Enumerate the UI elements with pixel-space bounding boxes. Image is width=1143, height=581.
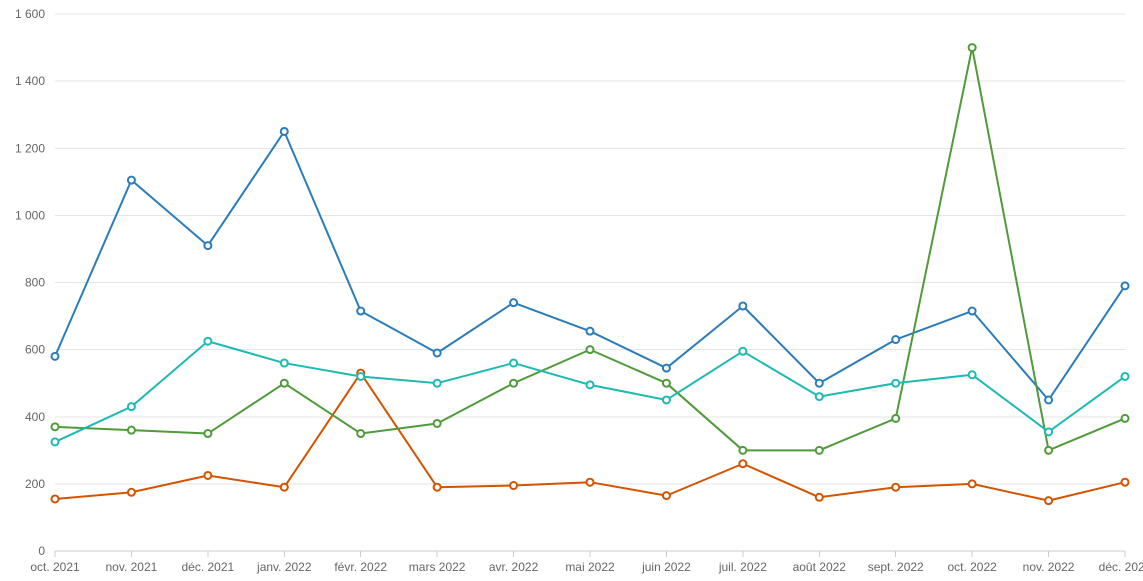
series-point-series-1[interactable] <box>892 336 899 343</box>
series-point-series-2[interactable] <box>204 472 211 479</box>
series-point-series-1[interactable] <box>816 380 823 387</box>
x-axis-tick-label: août 2022 <box>793 560 847 574</box>
y-axis-tick-label: 0 <box>38 544 45 558</box>
x-axis-tick-label: juil. 2022 <box>718 560 767 574</box>
x-axis-tick-label: févr. 2022 <box>334 560 387 574</box>
y-axis-tick-label: 1 600 <box>15 7 45 21</box>
series-point-series-2[interactable] <box>739 460 746 467</box>
series-point-series-3[interactable] <box>1122 415 1129 422</box>
series-point-series-1[interactable] <box>52 353 59 360</box>
x-axis-tick-label: déc. 2022 <box>1099 560 1143 574</box>
chart-svg: 0 200 400 600 800 1 000 1 200 1 400 1 600 oct. 20… <box>0 0 1143 581</box>
y-axis-tick-label: 1 400 <box>15 74 45 88</box>
series-point-series-3[interactable] <box>969 44 976 51</box>
series-point-series-1[interactable] <box>1045 396 1052 403</box>
series-point-series-2[interactable] <box>52 495 59 502</box>
series-point-series-1[interactable] <box>1122 282 1129 289</box>
series-point-series-1[interactable] <box>587 328 594 335</box>
series-point-series-4[interactable] <box>128 403 135 410</box>
series-point-series-2[interactable] <box>1122 479 1129 486</box>
series-point-series-3[interactable] <box>434 420 441 427</box>
series-point-series-3[interactable] <box>739 447 746 454</box>
series-point-series-3[interactable] <box>816 447 823 454</box>
series-point-series-2[interactable] <box>281 484 288 491</box>
y-axis-tick-label: 200 <box>25 477 45 491</box>
series-point-series-2[interactable] <box>969 480 976 487</box>
series-point-series-4[interactable] <box>281 360 288 367</box>
series-point-series-2[interactable] <box>663 492 670 499</box>
series-point-series-2[interactable] <box>434 484 441 491</box>
x-axis-tick-label: déc. 2021 <box>181 560 234 574</box>
series-point-series-3[interactable] <box>52 423 59 430</box>
chart-background <box>0 0 1143 581</box>
series-point-series-1[interactable] <box>128 177 135 184</box>
x-axis-tick-label: nov. 2021 <box>106 560 158 574</box>
series-point-series-3[interactable] <box>281 380 288 387</box>
y-axis-tick-label: 1 200 <box>15 141 45 155</box>
series-point-series-1[interactable] <box>204 242 211 249</box>
x-axis-tick-label: oct. 2022 <box>947 560 997 574</box>
series-point-series-1[interactable] <box>357 308 364 315</box>
y-axis-tick-label: 600 <box>25 343 45 357</box>
series-point-series-2[interactable] <box>587 479 594 486</box>
series-point-series-4[interactable] <box>1045 428 1052 435</box>
series-point-series-3[interactable] <box>1045 447 1052 454</box>
y-axis-tick-label: 1 000 <box>15 208 45 222</box>
series-point-series-4[interactable] <box>739 348 746 355</box>
series-point-series-4[interactable] <box>892 380 899 387</box>
series-point-series-1[interactable] <box>510 299 517 306</box>
series-point-series-2[interactable] <box>816 494 823 501</box>
series-point-series-1[interactable] <box>663 365 670 372</box>
line-chart: 0 200 400 600 800 1 000 1 200 1 400 1 600 oct. 20… <box>0 0 1143 581</box>
series-point-series-4[interactable] <box>587 381 594 388</box>
x-axis-tick-label: mai 2022 <box>565 560 615 574</box>
y-axis-tick-label: 400 <box>25 410 45 424</box>
x-axis-tick-label: mars 2022 <box>409 560 466 574</box>
series-point-series-2[interactable] <box>128 489 135 496</box>
series-point-series-4[interactable] <box>357 373 364 380</box>
x-axis-tick-label: avr. 2022 <box>489 560 539 574</box>
series-point-series-4[interactable] <box>663 396 670 403</box>
series-point-series-4[interactable] <box>510 360 517 367</box>
series-point-series-3[interactable] <box>663 380 670 387</box>
series-point-series-4[interactable] <box>52 438 59 445</box>
series-point-series-3[interactable] <box>587 346 594 353</box>
x-axis-tick-label: nov. 2022 <box>1023 560 1075 574</box>
series-point-series-3[interactable] <box>128 427 135 434</box>
x-axis-tick-label: juin 2022 <box>641 560 691 574</box>
x-axis-tick-label: sept. 2022 <box>868 560 924 574</box>
y-axis-tick-label: 800 <box>25 276 45 290</box>
series-point-series-1[interactable] <box>434 349 441 356</box>
series-point-series-1[interactable] <box>969 308 976 315</box>
series-point-series-2[interactable] <box>510 482 517 489</box>
series-point-series-2[interactable] <box>892 484 899 491</box>
series-point-series-3[interactable] <box>892 415 899 422</box>
x-axis-tick-label: oct. 2021 <box>30 560 80 574</box>
series-point-series-4[interactable] <box>434 380 441 387</box>
x-axis-tick-label: janv. 2022 <box>256 560 312 574</box>
series-point-series-3[interactable] <box>204 430 211 437</box>
series-point-series-1[interactable] <box>281 128 288 135</box>
series-point-series-4[interactable] <box>1122 373 1129 380</box>
series-point-series-2[interactable] <box>1045 497 1052 504</box>
series-point-series-4[interactable] <box>816 393 823 400</box>
series-point-series-4[interactable] <box>969 371 976 378</box>
series-point-series-4[interactable] <box>204 338 211 345</box>
series-point-series-3[interactable] <box>510 380 517 387</box>
series-point-series-3[interactable] <box>357 430 364 437</box>
series-point-series-1[interactable] <box>739 302 746 309</box>
